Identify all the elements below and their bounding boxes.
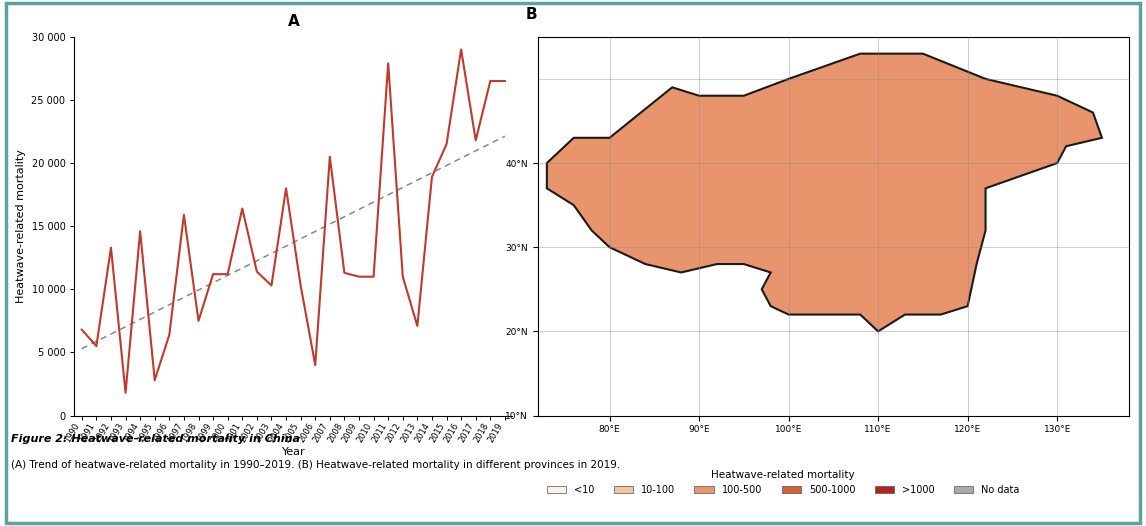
Text: Figure 2: Heatwave-related mortality in China: Figure 2: Heatwave-related mortality in … <box>11 434 300 444</box>
Legend: <10, 10-100, 100-500, 500-1000, >1000, No data: <10, 10-100, 100-500, 500-1000, >1000, N… <box>543 466 1023 499</box>
X-axis label: Year: Year <box>282 447 305 457</box>
Polygon shape <box>547 54 1102 331</box>
Text: A: A <box>288 14 299 29</box>
Text: (A) Trend of heatwave-related mortality in 1990–2019. (B) Heatwave-related morta: (A) Trend of heatwave-related mortality … <box>11 460 621 470</box>
Y-axis label: Heatwave-related mortality: Heatwave-related mortality <box>16 149 26 303</box>
Text: B: B <box>526 7 537 22</box>
